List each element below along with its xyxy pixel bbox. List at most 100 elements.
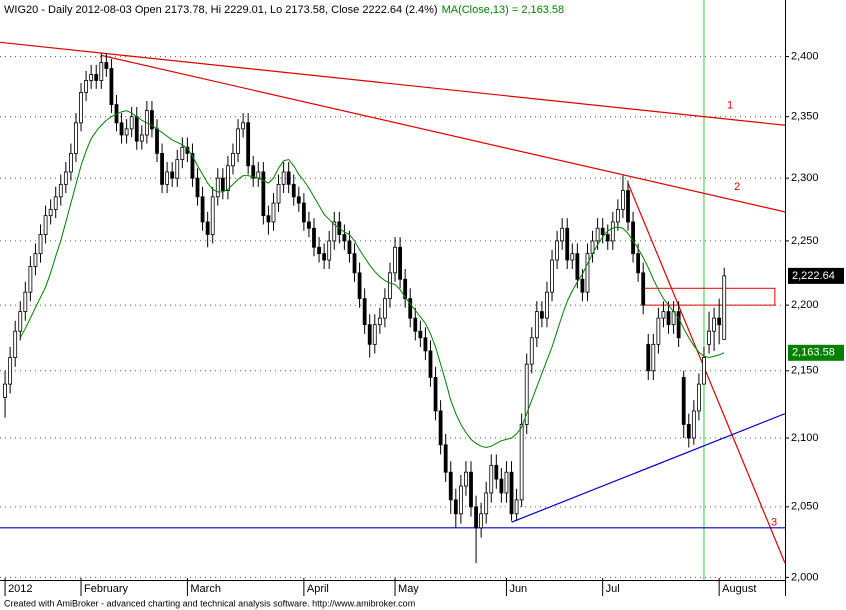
candle-body [555, 240, 559, 261]
candle-body [3, 383, 7, 398]
x-tick-label: August [722, 583, 756, 595]
candle-body [479, 513, 484, 529]
candle-body [560, 227, 565, 242]
candle-body [150, 110, 154, 130]
candle-body [170, 171, 175, 179]
candle-body [464, 471, 468, 487]
chart-title: WIG20 - Daily 2012-08-03 Open 2173.78, H… [4, 4, 438, 16]
candle-body [307, 221, 311, 229]
candle-body [438, 410, 443, 446]
candle-body [74, 122, 78, 154]
x-tick-label: May [398, 583, 419, 595]
candle-body [641, 272, 646, 306]
candle-body [372, 324, 377, 345]
candle-body [707, 330, 711, 345]
candle-body [383, 298, 387, 319]
candle-body [23, 291, 28, 313]
candle-body [550, 259, 554, 293]
candle-body [575, 253, 580, 280]
y-tick-label: 2,150 [791, 365, 819, 377]
candle-body [697, 383, 701, 412]
candle-body [428, 350, 433, 378]
candle-body [489, 464, 494, 494]
candle-body [377, 317, 382, 326]
candle-body [89, 74, 94, 81]
plot-area: 1 2 3 [0, 0, 785, 580]
candle-body [33, 253, 38, 267]
value-box [788, 344, 844, 361]
ma-line [19, 110, 725, 449]
candle-body [53, 196, 58, 210]
y-tick-label: 2,400 [791, 50, 819, 62]
candle-body [352, 253, 357, 274]
candle-body [367, 324, 372, 345]
candle-body [58, 183, 63, 198]
candle-body [332, 221, 337, 242]
candle-body [545, 291, 549, 319]
candle-body [474, 506, 478, 529]
candle-body [317, 246, 321, 255]
candle-body [418, 330, 423, 339]
value-box [788, 267, 844, 284]
candle-body [433, 377, 438, 412]
candle-body [43, 215, 48, 235]
candle-body [702, 357, 706, 385]
candle-body [403, 278, 408, 300]
candle-body [84, 80, 88, 93]
candle-body [38, 234, 43, 255]
candle-body [631, 221, 635, 255]
candle-body [499, 478, 504, 494]
candle-body [13, 330, 18, 358]
y-tick-label: 2,050 [791, 501, 819, 513]
candle-body [28, 266, 33, 293]
y-tick-label: 2,000 [791, 571, 819, 583]
candle-body [681, 377, 686, 425]
candle-body [453, 499, 458, 515]
candle-body [621, 190, 625, 210]
candle-body [524, 363, 529, 425]
y-tick-label: 2,300 [791, 172, 819, 184]
candle-body [256, 171, 261, 179]
candle-body [686, 424, 691, 439]
candle-body [661, 311, 666, 319]
candle-body [69, 153, 73, 173]
candle-body [205, 221, 210, 235]
candle-body [109, 68, 114, 105]
candle-body [94, 74, 99, 81]
candle-body [160, 153, 164, 185]
candle-body [119, 122, 124, 136]
candle-body [580, 278, 585, 293]
candle-body [236, 128, 240, 154]
candle-body [327, 240, 332, 261]
candle-body [220, 177, 225, 191]
candle-body [241, 122, 245, 130]
candle-body [312, 227, 316, 248]
candle-body [226, 165, 230, 191]
candle-body [656, 317, 661, 345]
candle-body [626, 190, 630, 223]
candle-body [251, 165, 256, 179]
candle-body [651, 343, 656, 372]
trend-line-label: 3 [771, 516, 777, 528]
candle-body [529, 337, 534, 365]
candle-body [231, 153, 235, 167]
value-label: 2,163.58 [792, 347, 835, 359]
candle-body [722, 275, 727, 340]
candle-body [423, 337, 428, 352]
candle-body [458, 485, 463, 515]
candle-body [124, 128, 129, 136]
x-tick-label: March [190, 583, 221, 595]
candle-body [48, 208, 53, 217]
candle-body [129, 116, 134, 130]
candle-body [388, 272, 392, 300]
candle-body [362, 298, 367, 326]
x-tick-label: Jul [606, 583, 620, 595]
candle-body [676, 311, 681, 339]
candle-body [18, 311, 23, 332]
candle-body [585, 253, 590, 293]
trend-line [627, 182, 785, 564]
axes: 2,000 2,050 2,100 2,150 2,200 2,250 2,300 2,350… [0, 0, 844, 596]
candle-body [175, 159, 180, 179]
candle-body [691, 410, 696, 439]
